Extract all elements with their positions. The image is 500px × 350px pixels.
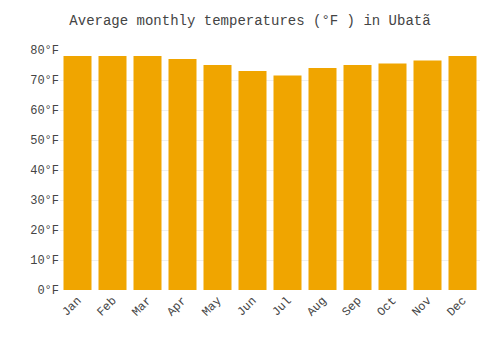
svg-text:Jan: Jan	[59, 294, 84, 319]
svg-text:30°F: 30°F	[30, 194, 59, 208]
svg-text:Apr: Apr	[164, 294, 189, 319]
svg-text:Average monthly temperatures (: Average monthly temperatures (°F ) in Ub…	[69, 13, 430, 29]
svg-text:10°F: 10°F	[30, 254, 59, 268]
svg-text:Nov: Nov	[409, 294, 434, 319]
svg-text:Jul: Jul	[269, 294, 294, 319]
svg-text:Jun: Jun	[234, 294, 259, 319]
svg-text:Oct: Oct	[374, 294, 399, 319]
svg-text:May: May	[199, 294, 224, 319]
svg-text:40°F: 40°F	[30, 164, 59, 178]
svg-text:80°F: 80°F	[30, 44, 59, 58]
svg-text:Mar: Mar	[129, 294, 154, 319]
svg-text:60°F: 60°F	[30, 104, 59, 118]
svg-text:Dec: Dec	[444, 294, 469, 319]
svg-text:Sep: Sep	[339, 294, 364, 319]
svg-text:0°F: 0°F	[37, 284, 59, 298]
svg-text:50°F: 50°F	[30, 134, 59, 148]
svg-text:20°F: 20°F	[30, 224, 59, 238]
svg-text:Aug: Aug	[304, 294, 329, 319]
svg-text:70°F: 70°F	[30, 74, 59, 88]
svg-text:Feb: Feb	[94, 294, 119, 319]
